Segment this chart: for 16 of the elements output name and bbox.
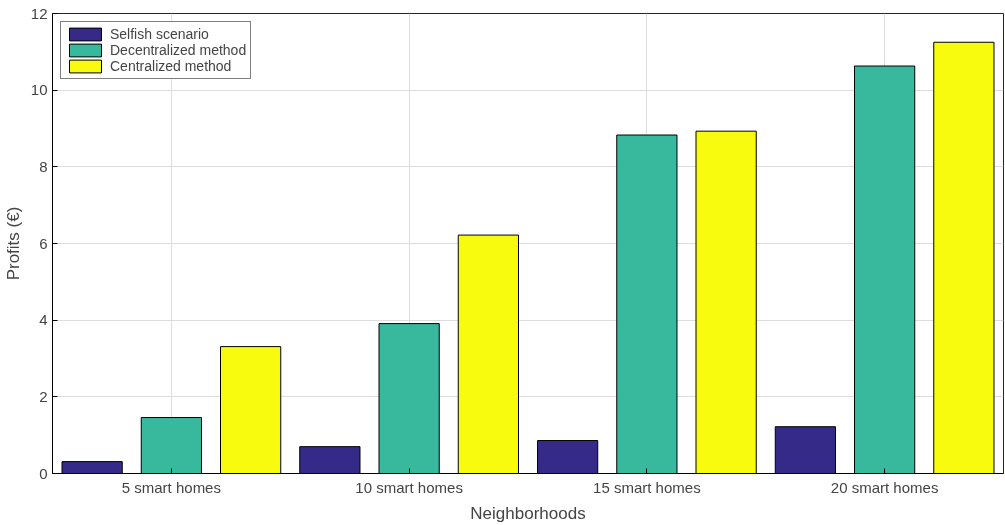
x-tick-label: 20 smart homes [830,478,939,496]
x-tick-label: 15 smart homes [593,478,701,496]
y-tick-label: 4 [39,311,48,329]
y-tick-label: 0 [39,464,48,482]
x-tick-label: 10 smart homes [355,478,463,496]
x-tick-label: 5 smart homes [121,478,221,496]
x-axis-title: Neighborhoods [470,503,586,523]
y-tick-label: 6 [39,234,48,252]
y-tick-label: 12 [30,4,48,22]
y-tick-label: 8 [39,157,48,175]
legend-label: Decentralized method [110,42,247,58]
legend-label: Centralized method [110,58,232,74]
y-axis-title: Profits (€) [3,206,23,281]
y-tick-label: 2 [39,387,48,405]
legend-label: Selfish scenario [110,26,209,42]
y-tick-label: 10 [30,81,48,99]
